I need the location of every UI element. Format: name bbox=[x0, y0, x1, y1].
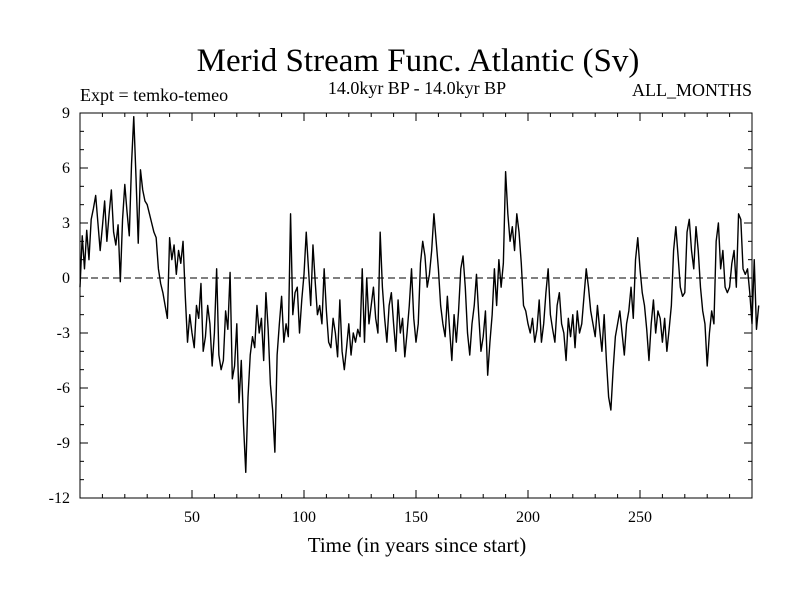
chart-subtitle-center: 14.0kyr BP - 14.0kyr BP bbox=[328, 78, 506, 98]
plot-area-frame bbox=[79, 112, 753, 499]
x-axis-label: Time (in years since start) bbox=[308, 533, 527, 557]
axis-ticks bbox=[80, 112, 752, 499]
y-tick-label: 3 bbox=[62, 215, 70, 232]
chart-subtitle-left: Expt = temko-temeo bbox=[80, 85, 228, 105]
y-tick-label: 0 bbox=[62, 270, 70, 287]
y-axis-tick-labels: -12 -9 -6 -3 0 3 6 9 bbox=[49, 105, 70, 507]
y-tick-label: -3 bbox=[57, 325, 70, 342]
y-tick-label: 9 bbox=[62, 105, 70, 122]
x-tick-label: 250 bbox=[628, 509, 652, 526]
x-tick-label: 50 bbox=[184, 509, 200, 526]
y-tick-label: -9 bbox=[57, 435, 70, 452]
x-tick-label: 150 bbox=[404, 509, 428, 526]
chart-subtitle-right: ALL_MONTHS bbox=[632, 80, 752, 100]
x-tick-label: 100 bbox=[292, 509, 316, 526]
x-axis-tick-labels: 50 100 150 200 250 bbox=[184, 509, 652, 526]
series-line bbox=[79, 115, 760, 474]
y-tick-label: -6 bbox=[57, 380, 70, 397]
chart-title: Merid Stream Func. Atlantic (Sv) bbox=[197, 43, 640, 79]
y-tick-label: 6 bbox=[62, 160, 70, 177]
x-tick-label: 200 bbox=[516, 509, 540, 526]
y-tick-label: -12 bbox=[49, 490, 70, 507]
